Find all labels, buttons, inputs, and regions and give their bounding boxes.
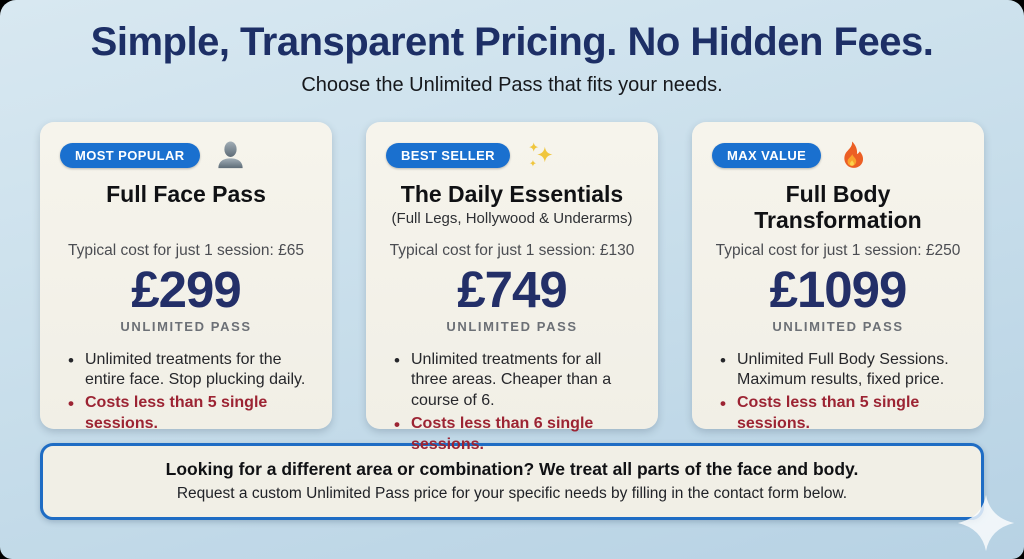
sparkles-icon [525,140,556,171]
pricing-card-full-face: MOST POPULAR Full Face Pass [40,122,332,432]
price-value: £1099 [769,261,908,318]
pricing-card-full-body: MAX VALUE Full Body Transformation Typic… [692,122,984,432]
page-subtitle: Choose the Unlimited Pass that fits your… [301,74,723,96]
banner-subtext: Request a custom Unlimited Pass price fo… [176,485,848,502]
card-top-row: MAX VALUE [712,139,964,171]
most-popular-badge: MOST POPULAR [60,142,200,168]
benefit-list: Unlimited treatments for all three areas… [386,350,638,456]
pricing-card-daily-essentials: BEST SELLER The Daily Essentials (Full L… [366,122,658,453]
price-value: £749 [457,261,567,318]
benefit-item-highlight: Costs less than 5 single sessions. [68,393,312,435]
benefit-list: Unlimited Full Body Sessions. Maximum re… [712,350,964,435]
typical-cost-line: Typical cost for just 1 session: £250 [715,242,961,259]
page-header: Simple, Transparent Pricing. No Hidden F… [0,0,1024,97]
card-title: The Daily Essentials [400,181,624,207]
card-title: Full Face Pass [106,181,266,207]
card-top-row: BEST SELLER [386,139,638,171]
page-title: Simple, Transparent Pricing. No Hidden F… [90,20,934,64]
card-top-row: MOST POPULAR [60,139,312,171]
benefit-item: Unlimited treatments for all three areas… [394,350,638,412]
custom-quote-banner: Looking for a different area or combinat… [40,443,984,520]
card-title-area: Full Body Transformation [712,181,964,240]
fire-icon [836,140,867,171]
card-subtitle: (Full Legs, Hollywood & Underarms) [391,209,633,227]
benefit-item-highlight: Costs less than 5 single sessions. [720,393,964,435]
banner-headline: Looking for a different area or combinat… [165,459,859,479]
typical-cost-line: Typical cost for just 1 session: £65 [67,242,305,259]
price-value: £299 [131,261,241,318]
card-title-area: The Daily Essentials (Full Legs, Hollywo… [386,181,638,240]
benefit-list: Unlimited treatments for the entire face… [60,350,312,435]
pass-label: UNLIMITED PASS [446,318,578,334]
typical-cost-line: Typical cost for just 1 session: £130 [389,242,635,259]
best-seller-badge: BEST SELLER [386,142,510,168]
bust-silhouette-icon [215,140,246,171]
card-title-area: Full Face Pass [60,181,312,240]
card-title: Full Body Transformation [754,181,922,233]
benefit-item: Unlimited treatments for the entire face… [68,350,312,392]
max-value-badge: MAX VALUE [712,142,822,168]
benefit-item-highlight: Costs less than 6 single sessions. [394,414,638,456]
pass-label: UNLIMITED PASS [772,318,904,334]
pass-label: UNLIMITED PASS [120,318,252,334]
pricing-cards-row: MOST POPULAR Full Face Pass [40,122,984,453]
benefit-item: Unlimited Full Body Sessions. Maximum re… [720,350,964,392]
